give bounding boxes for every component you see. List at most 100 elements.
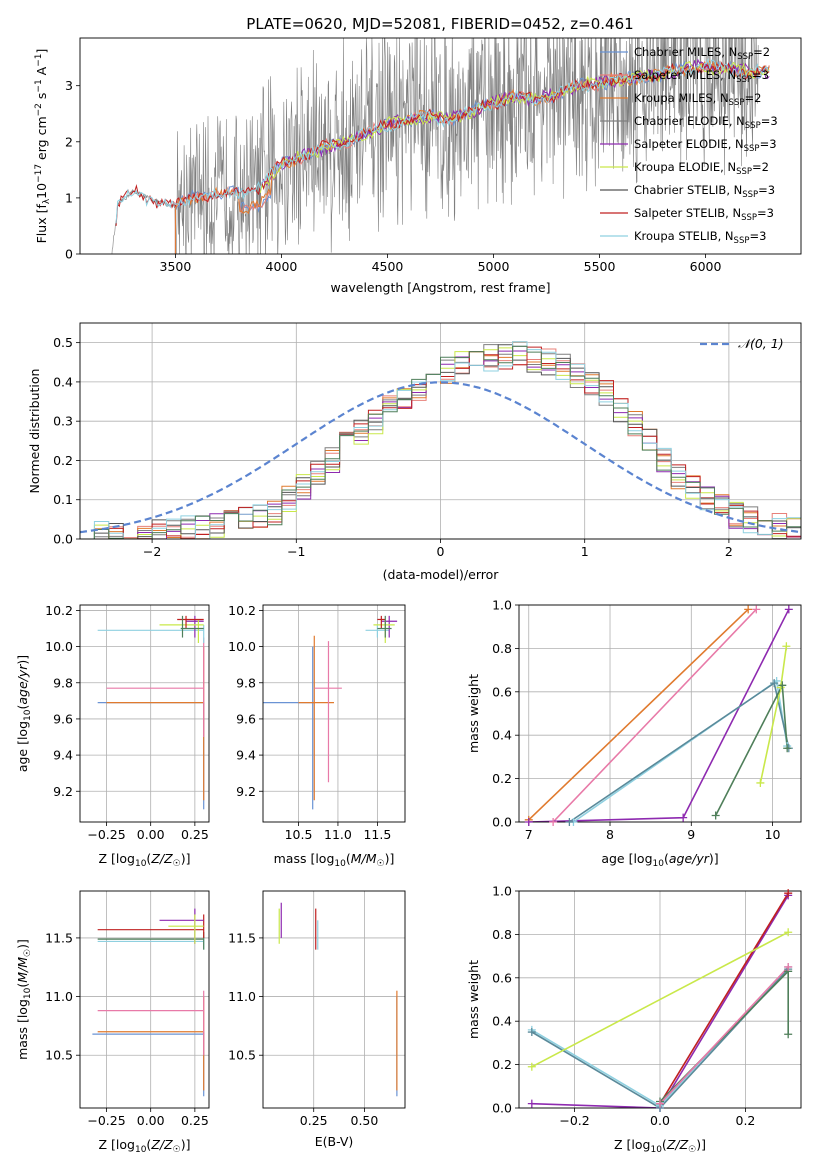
y-tick-label: 9.8 bbox=[236, 675, 256, 690]
plus-marker bbox=[524, 818, 533, 826]
panel-mass-vs-ebv: 0.25 0.50 10.5 11.0 11.5 E(B-V) bbox=[228, 890, 406, 1149]
y-tick-label: 0.4 bbox=[53, 374, 73, 389]
axis-label-part: age/yr bbox=[669, 851, 710, 866]
axis-label-part: M/M bbox=[351, 851, 377, 866]
data-layer bbox=[263, 615, 398, 810]
legend-label-base: Salpeter MILES, N bbox=[634, 68, 736, 82]
axis-label-part: −1 bbox=[34, 79, 44, 92]
x-tick-label: 0.2 bbox=[736, 1113, 756, 1128]
legend-label-tail: =3 bbox=[758, 183, 775, 197]
axes-frame bbox=[79, 604, 210, 823]
y-tick-label: 3 bbox=[65, 78, 73, 93]
spectrum-model-line bbox=[115, 61, 770, 226]
y-axis-label: Normed distribution bbox=[27, 369, 42, 494]
axes-frame bbox=[79, 322, 802, 540]
y-tick-label: 10.0 bbox=[228, 639, 256, 654]
legend-label: Chabrier ELODIE, NSSP=3 bbox=[634, 114, 778, 131]
data-layer bbox=[278, 902, 398, 1097]
x-tick-label: 11.5 bbox=[363, 827, 391, 842]
x-tick-label: 11.0 bbox=[324, 827, 352, 842]
axes-frame bbox=[262, 890, 406, 1109]
axis-label-part: )] bbox=[181, 851, 191, 866]
x-tick-label: −0.2 bbox=[559, 1113, 589, 1128]
legend-label: Salpeter STELIB, NSSP=3 bbox=[634, 206, 774, 223]
axis-label: Z [log10(Z/Z☉)] bbox=[614, 1137, 706, 1155]
x-tick-label: 7 bbox=[525, 827, 533, 842]
y-tick-label: 0.6 bbox=[492, 970, 512, 985]
y-tick-label: 10.5 bbox=[228, 1048, 256, 1063]
y-tick-label: 10.2 bbox=[45, 603, 73, 618]
y-axis-label: mass weight bbox=[466, 960, 481, 1039]
weight-line bbox=[572, 679, 788, 822]
y-tick-label: 9.4 bbox=[236, 748, 256, 763]
axis-label-part: age [log bbox=[15, 721, 30, 772]
y-tick-label: 0.4 bbox=[492, 728, 512, 743]
axes-frame bbox=[262, 604, 406, 823]
plus-marker bbox=[656, 1099, 664, 1108]
axis-label: Z [log10(Z/Z☉)] bbox=[99, 851, 191, 869]
axis-label-part: ( bbox=[346, 851, 351, 866]
axis-label-part: Flux [f bbox=[34, 204, 49, 244]
legend-label-sub: SSP bbox=[741, 213, 757, 223]
axis-label-part: )] bbox=[15, 939, 30, 949]
axis-label-part: 10 bbox=[23, 987, 33, 999]
plus-marker bbox=[784, 928, 793, 937]
y-tick-label: 9.8 bbox=[53, 675, 73, 690]
axis-label-part: Z/Z bbox=[150, 1137, 173, 1152]
x-axis-label: wavelength [Angstrom, rest frame] bbox=[330, 280, 550, 295]
y-tick-label: 0.5 bbox=[53, 335, 73, 350]
axis-label-part: Z [log bbox=[99, 1137, 135, 1152]
plus-marker bbox=[549, 818, 558, 826]
x-tick-label: 0.00 bbox=[137, 827, 165, 842]
plus-marker bbox=[527, 1028, 536, 1037]
axis-label-part: 10 bbox=[135, 1145, 147, 1155]
y-tick-label: 0.0 bbox=[492, 815, 512, 830]
x-tick-label: 0.00 bbox=[137, 1113, 165, 1128]
y-tick-label: 10.0 bbox=[45, 639, 73, 654]
y-tick-label: 9.6 bbox=[236, 711, 256, 726]
legend-label-tail: =3 bbox=[749, 229, 766, 243]
axis-label: age [log10(age/yr)] bbox=[601, 851, 718, 869]
axis-label-part: ( bbox=[664, 851, 669, 866]
data-layer bbox=[97, 615, 205, 810]
y-tick-label: 0.1 bbox=[53, 492, 73, 507]
plus-marker bbox=[527, 1062, 536, 1071]
legend-label-sub: SSP bbox=[736, 167, 752, 177]
x-tick-label: 4500 bbox=[372, 259, 404, 274]
weight-line bbox=[531, 894, 789, 1108]
axis-label-part: ☉ bbox=[688, 1145, 696, 1155]
histogram-step bbox=[80, 341, 801, 539]
x-tick-label: 1 bbox=[581, 544, 589, 559]
plus-marker bbox=[565, 818, 574, 826]
axis-label: mass [log10(M/M☉)] bbox=[274, 851, 395, 869]
plus-marker bbox=[711, 811, 720, 820]
weight-line bbox=[552, 608, 757, 822]
plus-marker bbox=[784, 962, 793, 971]
axis-label: Flux [fλ10−17 erg cm−2 s−1 A−1] bbox=[34, 49, 52, 244]
axis-label-part: ☉ bbox=[173, 1145, 181, 1155]
y-tick-label: 9.6 bbox=[53, 711, 73, 726]
axis-label-part: age/yr bbox=[15, 664, 30, 705]
axis-label-part: ( bbox=[146, 851, 151, 866]
axis-label-part: erg cm bbox=[34, 116, 49, 164]
x-tick-label: 0.25 bbox=[181, 827, 209, 842]
plus-marker bbox=[679, 813, 688, 822]
axis-label-part: Z [log bbox=[614, 1137, 650, 1152]
x-tick-label: 0.50 bbox=[351, 1113, 379, 1128]
axis-label-part: M/M bbox=[15, 957, 30, 983]
axis-label: mass [log10(M/M☉)] bbox=[15, 939, 33, 1060]
histogram-step bbox=[80, 347, 801, 539]
legend-label: Kroupa STELIB, NSSP=3 bbox=[634, 229, 766, 246]
axis-label-part: 10 bbox=[34, 183, 49, 199]
y-tick-label: 2 bbox=[65, 134, 73, 149]
plus-marker bbox=[752, 605, 761, 614]
x-tick-label: 8 bbox=[606, 827, 614, 842]
panel-spectrum: 3500 4000 4500 5000 5500 6000 0 1 2 3 Chabrier MIL… bbox=[34, 37, 802, 295]
x-tick-label: 0 bbox=[437, 544, 445, 559]
axis-label-part: ( bbox=[146, 1137, 151, 1152]
legend-label-tail: =3 bbox=[757, 206, 774, 220]
plus-marker bbox=[784, 605, 793, 614]
axis-label-part: s bbox=[34, 93, 49, 104]
legend-label: 𝒩(0, 1) bbox=[738, 336, 784, 351]
